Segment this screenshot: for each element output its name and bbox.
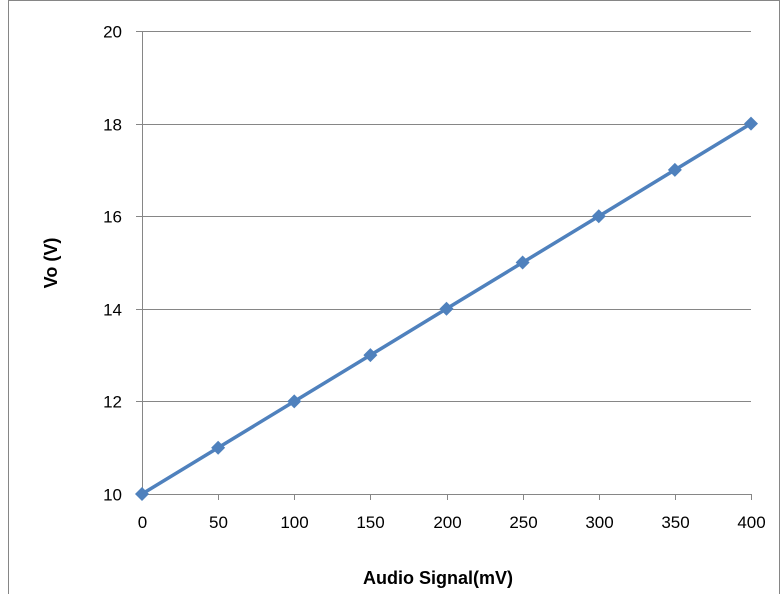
x-tick-label-50: 50 bbox=[209, 513, 228, 532]
x-tick-label-250: 250 bbox=[509, 513, 537, 532]
data-point-100 bbox=[287, 394, 302, 409]
y-tick-label-16: 16 bbox=[103, 208, 122, 227]
chart-frame bbox=[8, 0, 780, 594]
x-tick-label-150: 150 bbox=[356, 513, 384, 532]
axes bbox=[136, 31, 752, 500]
data-point-50 bbox=[211, 440, 226, 455]
y-tick-label-20: 20 bbox=[103, 23, 122, 42]
x-tick-label-200: 200 bbox=[433, 513, 461, 532]
data-point-200 bbox=[439, 301, 454, 316]
data-point-350 bbox=[667, 162, 682, 177]
data-point-150 bbox=[363, 348, 378, 363]
series-layer bbox=[135, 116, 758, 501]
x-axis-title: Audio Signal(mV) bbox=[363, 568, 513, 588]
data-point-0 bbox=[135, 487, 149, 501]
x-tick-label-400: 400 bbox=[737, 513, 765, 532]
data-point-400 bbox=[744, 116, 758, 131]
y-tick-label-12: 12 bbox=[103, 393, 122, 412]
y-tick-label-18: 18 bbox=[103, 116, 122, 135]
y-tick-label-14: 14 bbox=[103, 301, 122, 320]
data-point-250 bbox=[515, 255, 530, 270]
y-axis-title: Vo (V) bbox=[41, 238, 61, 289]
x-tick-label-300: 300 bbox=[585, 513, 613, 532]
y-tick-label-10: 10 bbox=[103, 486, 122, 505]
x-tick-label-0: 0 bbox=[138, 513, 147, 532]
x-tick-label-350: 350 bbox=[661, 513, 689, 532]
data-point-300 bbox=[591, 209, 606, 224]
x-tick-label-100: 100 bbox=[280, 513, 308, 532]
